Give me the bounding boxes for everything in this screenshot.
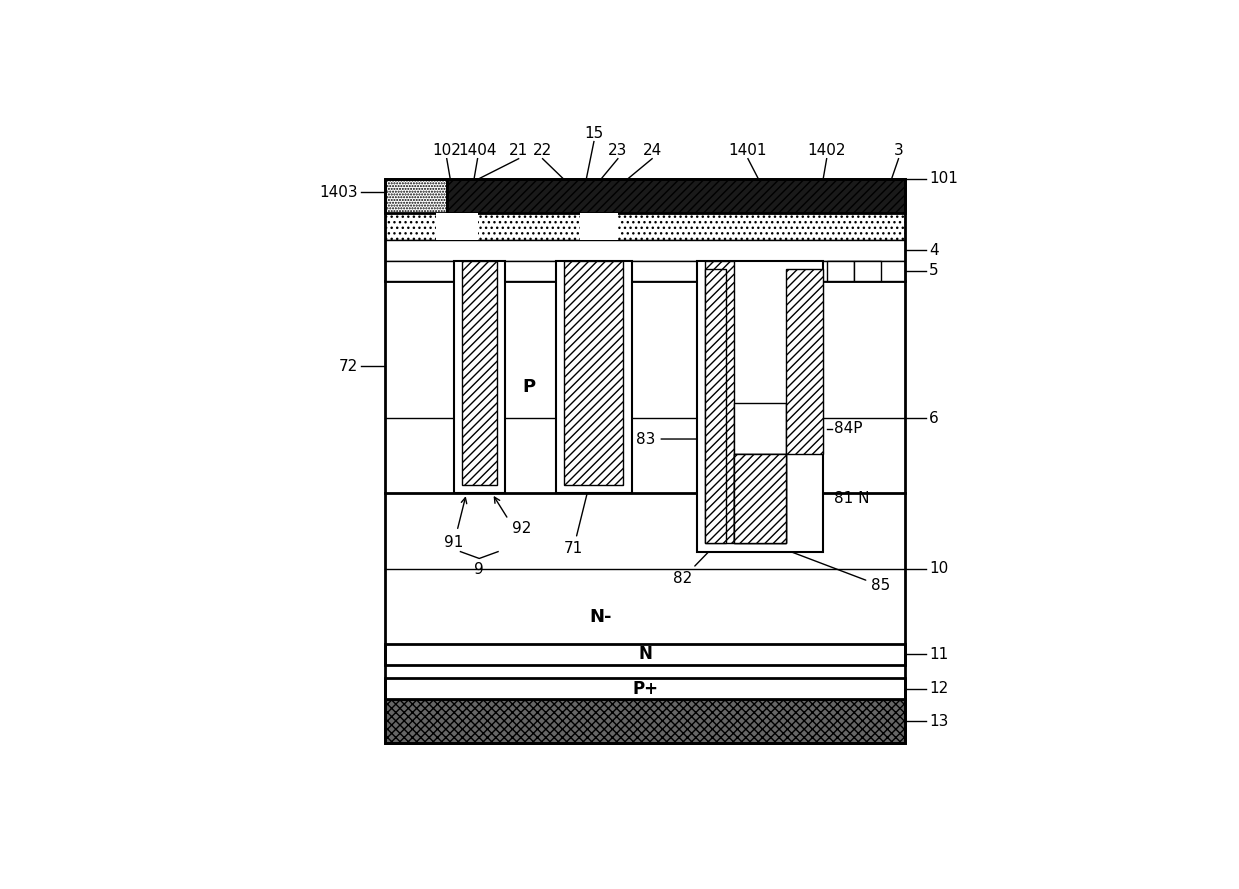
- Bar: [696, 260, 823, 551]
- Text: 5: 5: [929, 263, 939, 278]
- Bar: [447, 179, 906, 212]
- Bar: [735, 454, 786, 543]
- Text: P+: P+: [859, 264, 877, 277]
- Text: 4: 4: [929, 243, 939, 258]
- Bar: [385, 260, 906, 281]
- Text: P+: P+: [632, 679, 658, 698]
- Text: 1402: 1402: [808, 143, 846, 158]
- Bar: [735, 454, 786, 543]
- Bar: [385, 212, 906, 240]
- Text: 102: 102: [432, 143, 461, 158]
- Text: 85: 85: [777, 546, 891, 593]
- Bar: [556, 260, 632, 493]
- Text: 91: 91: [444, 534, 463, 549]
- Bar: [385, 699, 906, 743]
- Text: 24: 24: [643, 143, 662, 158]
- Bar: [735, 454, 786, 543]
- Text: 12: 12: [929, 681, 949, 696]
- Text: 92: 92: [512, 521, 532, 536]
- Bar: [705, 260, 735, 543]
- Bar: [385, 644, 906, 665]
- Text: 6: 6: [929, 411, 939, 426]
- Bar: [854, 260, 881, 281]
- Text: 71: 71: [564, 470, 595, 557]
- Bar: [436, 212, 477, 240]
- Text: 1403: 1403: [320, 185, 358, 200]
- Text: 13: 13: [929, 714, 949, 729]
- Text: 82: 82: [673, 502, 757, 586]
- Text: 1401: 1401: [729, 143, 767, 158]
- Bar: [385, 678, 906, 699]
- Bar: [385, 179, 447, 212]
- Bar: [385, 179, 906, 743]
- Text: N-: N-: [590, 608, 612, 626]
- Text: 11: 11: [929, 647, 949, 661]
- Bar: [735, 403, 786, 454]
- Text: 101: 101: [929, 171, 958, 186]
- Text: 83: 83: [636, 431, 756, 446]
- Text: 10: 10: [929, 561, 949, 576]
- Bar: [385, 240, 906, 260]
- Text: P: P: [467, 368, 481, 386]
- Text: N+: N+: [830, 264, 850, 277]
- Text: 72: 72: [338, 358, 358, 373]
- Bar: [705, 268, 726, 543]
- Bar: [826, 260, 854, 281]
- Text: 23: 23: [608, 143, 628, 158]
- Text: 84P: 84P: [834, 421, 862, 436]
- Bar: [453, 260, 506, 493]
- Text: 15: 15: [585, 126, 603, 140]
- Bar: [385, 179, 906, 743]
- Bar: [462, 260, 497, 485]
- Bar: [565, 260, 623, 485]
- Text: 3: 3: [893, 143, 903, 158]
- Text: 81 N: 81 N: [834, 492, 869, 507]
- Bar: [705, 471, 786, 543]
- Text: 1404: 1404: [458, 143, 497, 158]
- Text: P: P: [523, 379, 535, 396]
- Text: 22: 22: [533, 143, 553, 158]
- Bar: [385, 281, 906, 493]
- Bar: [580, 212, 618, 240]
- Bar: [786, 268, 823, 454]
- Text: N: N: [638, 645, 652, 663]
- Text: 9: 9: [475, 562, 484, 577]
- Text: 21: 21: [509, 143, 528, 158]
- Text: 86: 86: [642, 192, 693, 224]
